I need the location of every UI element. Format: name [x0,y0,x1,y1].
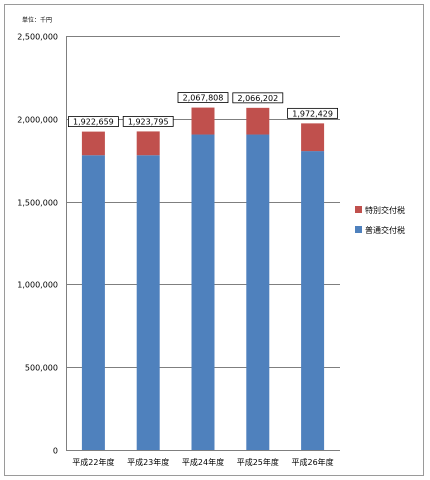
data-label-box [287,107,339,119]
data-label: 2,067,808 [183,94,224,103]
x-tick-label: 平成23年度 [127,457,169,467]
x-tick-label: 平成22年度 [72,457,114,467]
y-tick-label: 1,500,000 [17,199,58,208]
data-label-box [232,92,284,104]
label-layer: 1,922,659 1,923,795 2,067,808 2,066,202 1,97… [68,92,339,128]
data-label: 1,922,659 [73,118,114,127]
y-tick-label: 2,500,000 [17,33,58,42]
y-tick-label: 1,000,000 [17,281,58,290]
bar-segment-tokubetsu [136,131,160,156]
bar-segment-tokubetsu [191,107,215,135]
bar-segment-tokubetsu [301,123,325,152]
x-tick-label: 平成26年度 [292,457,334,467]
y-tick-label: 500,000 [25,364,58,373]
data-label-box [68,116,119,128]
data-label: 1,972,429 [292,109,333,118]
data-label: 2,066,202 [237,94,278,103]
legend-swatch [355,206,362,213]
x-tick-label: 平成25年度 [237,457,279,467]
bar-segment-futsu [191,134,215,451]
data-label: 1,923,795 [128,117,169,126]
bar-segment-tokubetsu [246,107,270,135]
bar-segment-futsu [81,155,105,450]
legend-label: 普通交付税 [365,225,405,235]
data-label-box [177,92,229,103]
bar-segment-tokubetsu [81,131,105,156]
bar-segment-futsu [246,134,270,451]
bar-segment-futsu [136,155,160,450]
data-label-box [122,116,174,127]
unit-label: 単位：千円 [22,16,52,24]
axis-layer: 0 500,000 1,000,000 1,500,000 2,000,000 2,500… [17,33,340,467]
legend-swatch [355,226,362,233]
y-tick-label: 0 [53,447,58,456]
bar-segment-futsu [301,151,325,451]
x-tick-label: 平成24年度 [182,457,224,467]
y-tick-label: 2,000,000 [17,116,58,125]
legend-label: 特別交付税 [365,205,405,215]
bar-layer [81,107,325,451]
